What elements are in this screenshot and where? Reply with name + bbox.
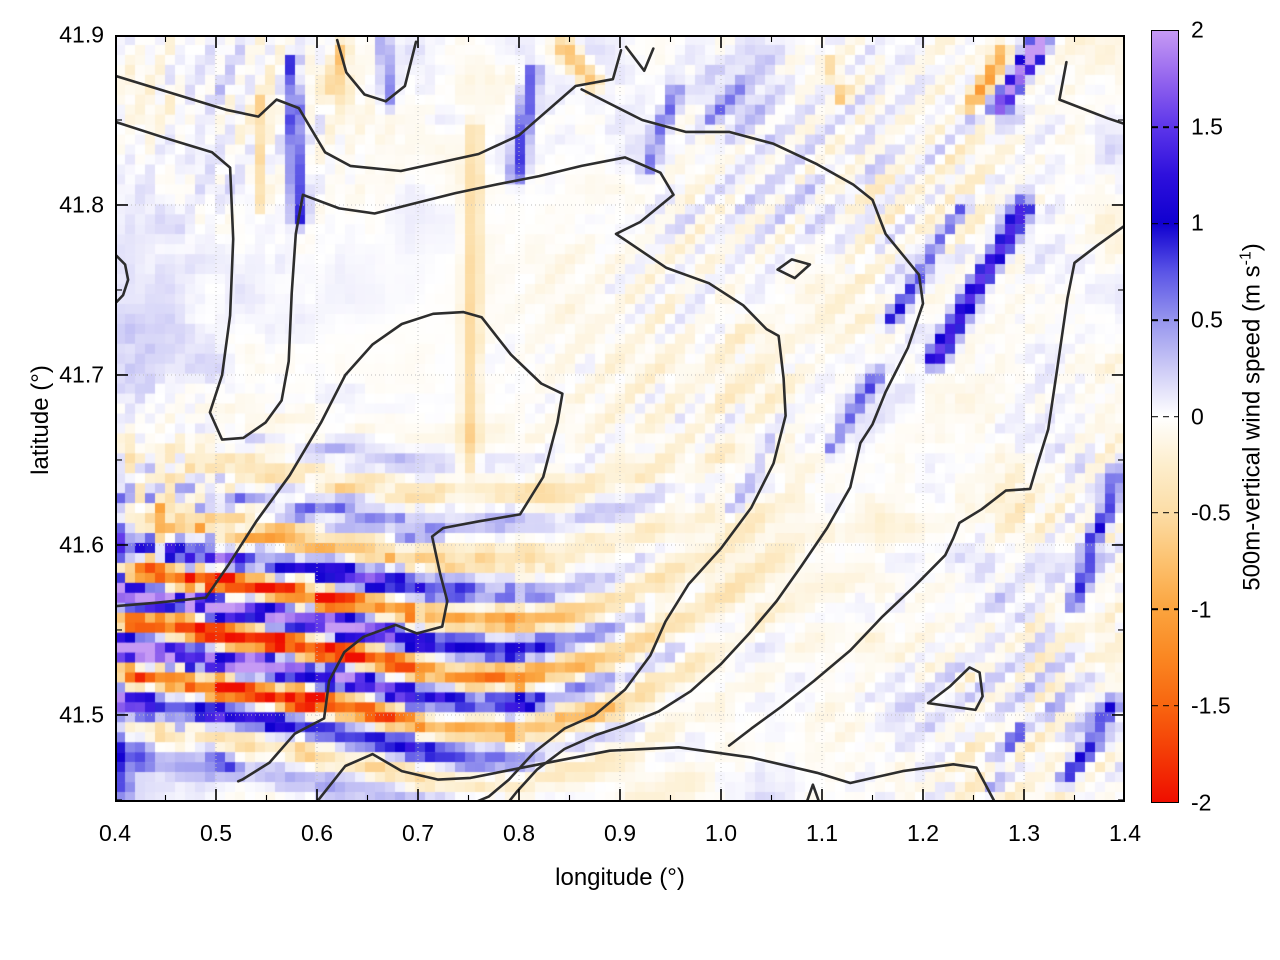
colorbar-tick-line [1152,415,1178,418]
colorbar-tick-line [1152,608,1178,611]
colorbar-label-suffix: ) [1238,243,1266,252]
colorbar-tick-label: 1 [1191,209,1204,236]
x-tick-label: 0.4 [99,820,131,846]
x-tick-label: 1.3 [1008,820,1040,846]
y-tick-label: 41.9 [59,21,104,48]
x-tick-label: 1.0 [705,820,737,846]
colorbar-tick-label: 1.5 [1191,113,1223,140]
colorbar-tick-label: -2 [1191,789,1212,816]
plot-area [115,35,1125,802]
x-tick-label: 0.5 [200,820,232,846]
colorbar-gradient [1152,31,1178,802]
colorbar-tick-line [1152,222,1178,225]
x-tick-label: 1.1 [806,820,838,846]
x-tick-label: 0.6 [301,820,333,846]
x-tick-label: 1.4 [1109,820,1141,846]
colorbar-tick-line [1152,704,1178,707]
colorbar-tick-label: 0 [1191,403,1204,429]
colorbar-tick-label: -0.5 [1191,499,1231,526]
x-tick-label: 0.7 [402,820,434,846]
colorbar-label-text: 500m-vertical wind speed (m s [1238,265,1266,591]
x-axis-label: longitude (°) [555,864,685,891]
colorbar [1151,30,1179,803]
colorbar-tick-line [1152,512,1178,514]
colorbar-tick-label: 0.5 [1191,306,1223,333]
colorbar-label: 500m-vertical wind speed (m s-1) [1238,243,1267,591]
y-tick-label: 41.8 [59,191,104,218]
x-tick-label: 0.8 [503,820,535,846]
colorbar-tick-label: 2 [1191,16,1204,43]
colorbar-tick-label: -1 [1191,596,1212,623]
y-tick-label: 41.6 [59,531,104,558]
x-tick-label: 0.9 [604,820,636,846]
colorbar-tick-line [1152,319,1178,321]
colorbar-tick-line [1152,126,1178,129]
y-tick-label: 41.5 [59,701,104,728]
colorbar-tick-label: -1.5 [1191,692,1231,719]
y-tick-label: 41.7 [59,361,104,388]
colorbar-label-superscript: -1 [1237,251,1255,266]
x-tick-label: 1.2 [907,820,939,846]
heatmap-canvas [115,35,1125,802]
